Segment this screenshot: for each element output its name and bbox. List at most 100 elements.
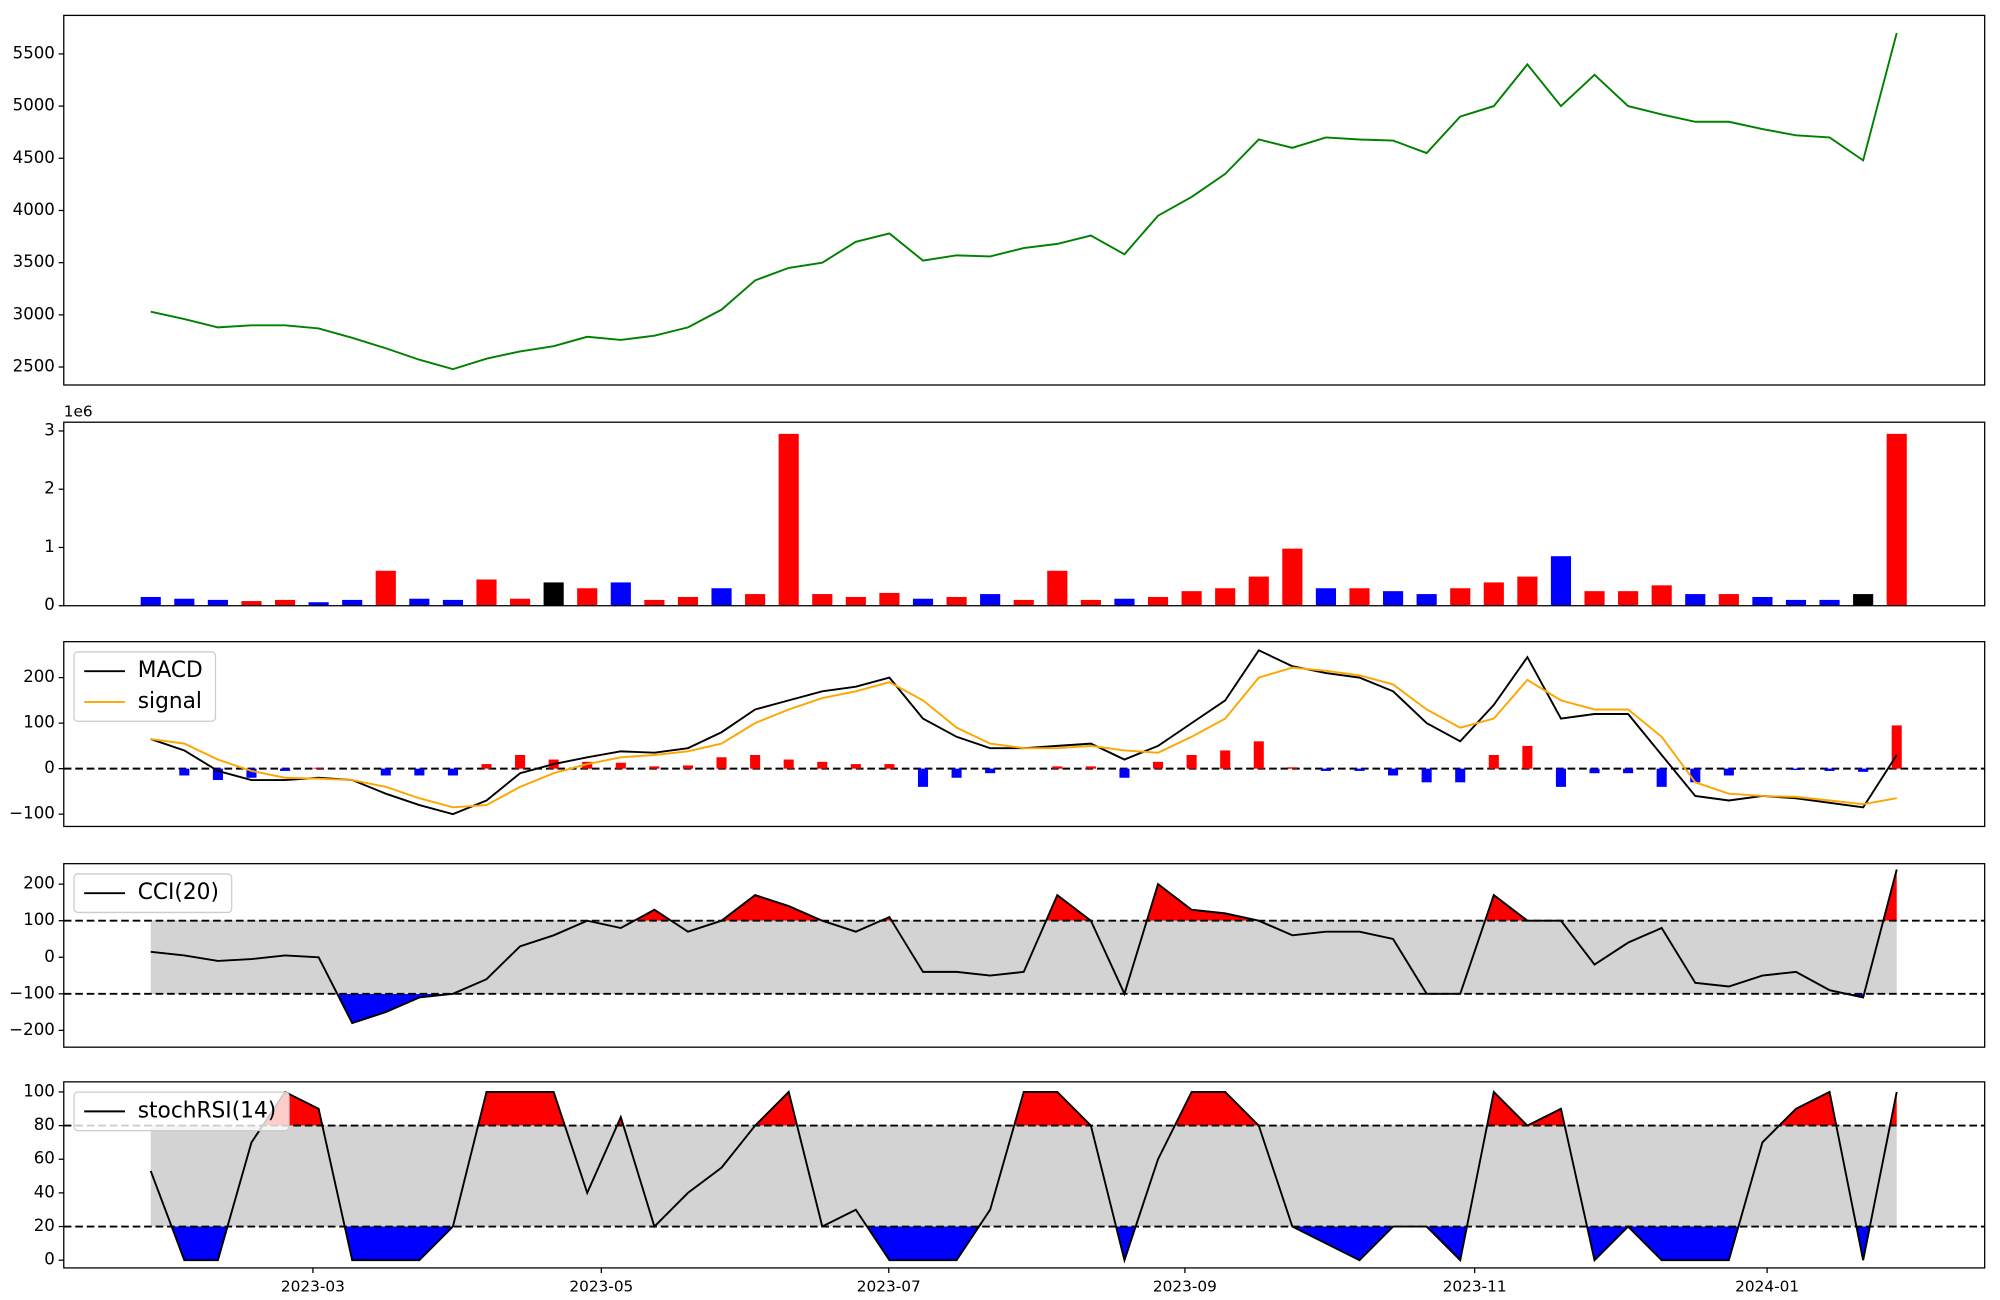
volume-bar	[342, 599, 363, 606]
volume-bar	[912, 598, 934, 606]
histogram-bar	[985, 768, 996, 774]
histogram-bar	[850, 764, 861, 769]
panel-frame	[63, 14, 1986, 386]
volume-bar	[812, 594, 833, 606]
volume-bar	[1785, 599, 1807, 606]
volume-bar	[745, 594, 766, 606]
histogram-bar	[1891, 725, 1902, 769]
histogram-bar	[1186, 754, 1197, 769]
volume-bar	[1483, 582, 1504, 606]
histogram-bar	[1220, 750, 1231, 769]
volume-bar	[476, 579, 497, 606]
y-tick-label: −200	[9, 1020, 55, 1039]
plot-area	[140, 433, 1907, 606]
y-tick-label: 0	[44, 947, 55, 966]
volume-bar	[1584, 591, 1605, 606]
histogram-bar	[1153, 761, 1164, 769]
legend: MACD signal	[73, 651, 217, 722]
volume-bar	[1752, 596, 1773, 606]
histogram-bar	[817, 761, 828, 769]
volume-bar	[1819, 599, 1840, 606]
volume-bar	[1651, 585, 1672, 606]
x-tick-label: 2023-05	[569, 1278, 633, 1296]
histogram-bar	[1253, 741, 1264, 769]
volume-bar	[1550, 556, 1572, 606]
series-line	[150, 32, 1898, 371]
histogram-bar	[1388, 768, 1399, 776]
histogram-bar	[1052, 766, 1063, 769]
volume-bar	[1450, 588, 1471, 606]
x-tick-label: 2023-07	[857, 1278, 921, 1296]
histogram-bar	[1790, 768, 1802, 771]
volume-bar	[1853, 594, 1874, 606]
histogram-bar	[1858, 768, 1869, 772]
panel: 0 1 2 3 1e6	[44, 402, 1986, 614]
y-tick-label: 200	[23, 874, 55, 893]
y-tick-label: 5000	[13, 96, 55, 115]
volume-bar	[1718, 594, 1739, 606]
panel-frame	[63, 863, 1986, 1048]
panel: −200 −100 0 100 200 CCI(20)	[9, 863, 1986, 1048]
volume-bar	[677, 596, 699, 606]
volume-bar	[1147, 596, 1169, 606]
y-tick-label: 1	[44, 537, 55, 556]
volume-bar	[845, 596, 866, 606]
volume-bar	[711, 588, 732, 606]
y-tick-label: −100	[9, 804, 55, 823]
volume-bar	[1416, 594, 1437, 606]
histogram-bar	[414, 768, 425, 776]
panel-frame	[63, 1081, 1986, 1269]
histogram-bar	[783, 759, 794, 769]
volume-bar	[375, 570, 396, 606]
volume-bar	[1181, 591, 1202, 606]
volume-bar	[1013, 599, 1034, 606]
plot-area	[63, 869, 1985, 1025]
histogram-bar	[1522, 745, 1533, 769]
histogram-bar	[750, 754, 761, 769]
x-tick-label: 2023-09	[1153, 1278, 1217, 1296]
histogram-bar	[313, 767, 324, 769]
y-tick-label: 20	[34, 1216, 55, 1235]
x-tick-label: 2024-01	[1735, 1278, 1799, 1296]
y-tick-label: 5500	[13, 43, 55, 62]
histogram-bar	[649, 766, 660, 769]
panel: −100 0 100 200 MACD signal	[9, 641, 1986, 828]
volume-bar	[577, 588, 598, 606]
y-tick-label: 2500	[13, 357, 55, 376]
legend: stochRSI(14)	[73, 1091, 290, 1132]
volume-bar	[1685, 594, 1706, 606]
volume-bar	[1215, 588, 1236, 606]
y-tick-label: 200	[23, 667, 55, 686]
volume-bar	[1517, 576, 1538, 606]
y-tick-label: 0	[44, 595, 55, 614]
histogram-bar	[1320, 768, 1331, 771]
y-tick-label: 0	[44, 1250, 55, 1269]
offset-text: 1e6	[64, 402, 93, 420]
histogram-bar	[1589, 768, 1600, 774]
volume-bar	[879, 592, 900, 606]
series-line	[149, 1089, 1898, 1264]
volume-bar	[1248, 576, 1269, 606]
y-tick-label: 4000	[13, 200, 55, 219]
volume-bar	[610, 582, 631, 606]
histogram-bar	[1354, 768, 1365, 771]
volume-bar	[1886, 433, 1907, 606]
volume-bar	[308, 602, 329, 606]
x-tick-label: 2023-03	[281, 1278, 345, 1296]
volume-bar	[980, 594, 1001, 606]
histogram-bar	[716, 757, 727, 769]
y-tick-label: 100	[23, 713, 55, 732]
histogram-bar	[615, 762, 626, 769]
histogram-bar	[212, 768, 223, 781]
oversold-area	[150, 1226, 1897, 1261]
histogram-bar	[1824, 768, 1835, 771]
y-tick-label: 3	[44, 420, 55, 439]
volume-bar	[1349, 588, 1370, 606]
legend-label: stochRSI(14)	[138, 1098, 276, 1123]
histogram-bar	[280, 768, 291, 771]
band-fill	[150, 1125, 1897, 1227]
y-tick-label: 100	[23, 1081, 55, 1100]
histogram-bar	[1287, 767, 1298, 769]
volume-bar	[1282, 548, 1303, 606]
